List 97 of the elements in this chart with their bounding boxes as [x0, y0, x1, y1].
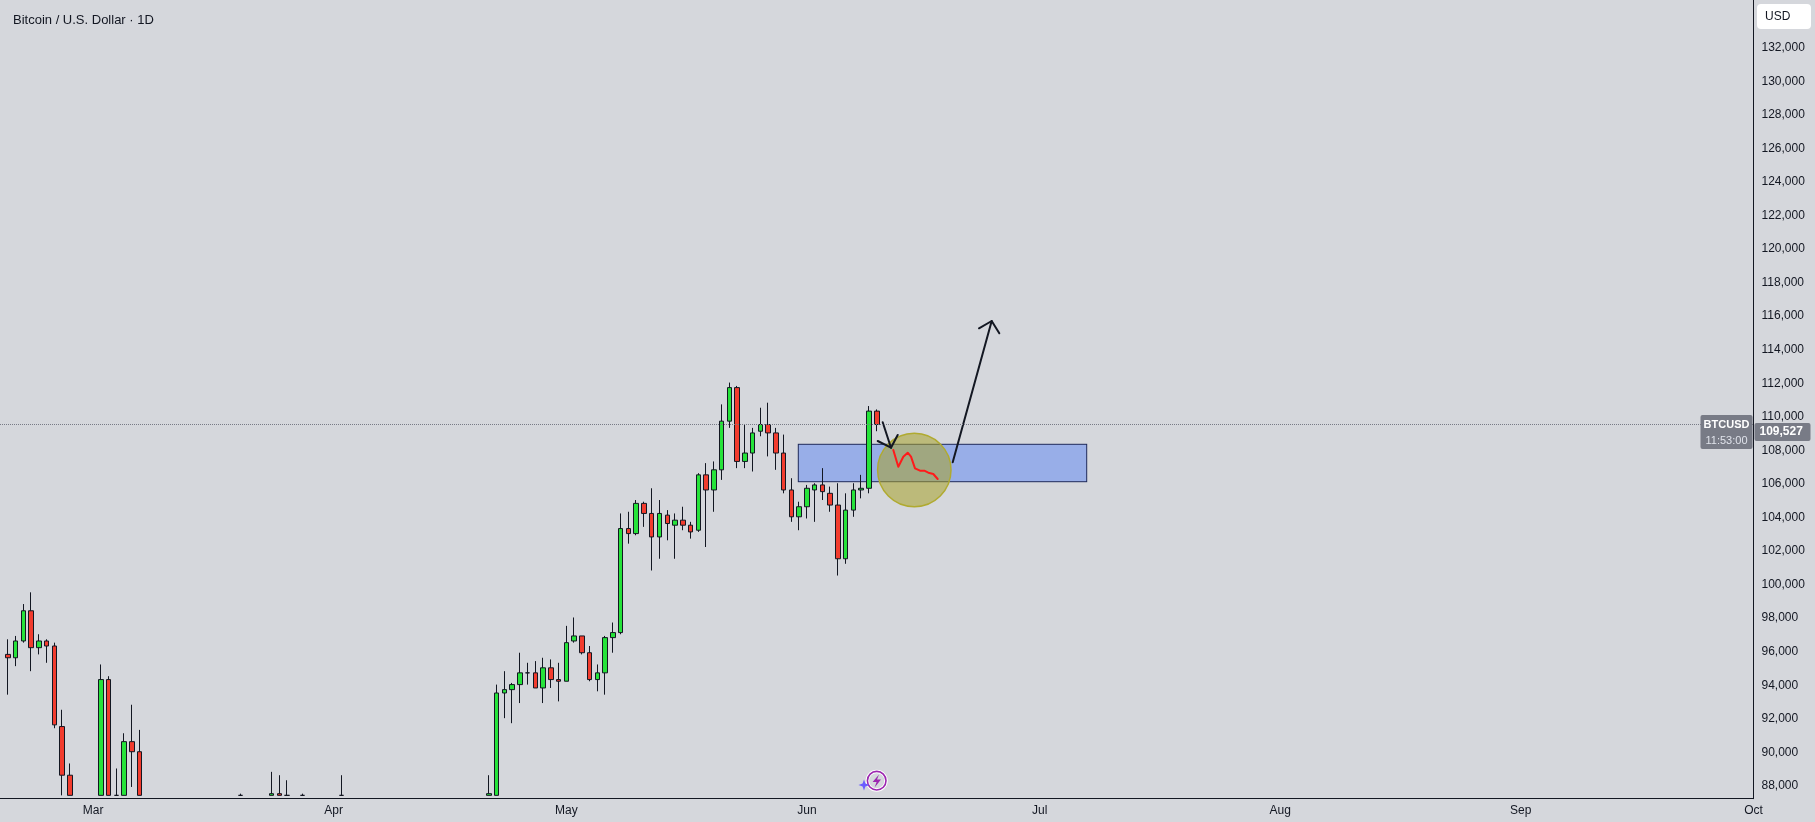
candlestick: [758, 407, 763, 437]
candlestick: [98, 663, 104, 796]
y-tick-label: 108,000: [1761, 442, 1806, 457]
candlestick: [571, 616, 577, 644]
candlestick: [587, 645, 592, 682]
candlestick: [734, 385, 740, 469]
y-tick-label: 130,000: [1761, 73, 1806, 88]
y-tick-label: 118,000: [1761, 274, 1805, 289]
candlestick: [626, 511, 631, 545]
candlestick: [672, 512, 678, 560]
candlestick: [665, 509, 670, 541]
candlestick: [633, 499, 639, 536]
x-tick-label: May: [555, 802, 578, 817]
y-tick-label: 122,000: [1761, 207, 1806, 222]
candlestick: [711, 460, 717, 513]
y-tick-label: 120,000: [1761, 241, 1806, 256]
y-tick-label: 100,000: [1761, 576, 1806, 591]
candlestick: [843, 492, 848, 565]
candlestick: [548, 658, 554, 689]
candlestick: [688, 521, 693, 540]
y-tick-label: 102,000: [1761, 543, 1806, 558]
candlestick: [269, 771, 274, 796]
candlestick: [866, 405, 872, 494]
y-tick-label: 132,000: [1761, 39, 1806, 54]
candlestick: [114, 768, 119, 796]
candlestick: [804, 484, 810, 519]
candlestick: [556, 662, 561, 702]
candlestick: [517, 652, 523, 704]
candlestick: [657, 499, 662, 560]
y-tick-label: 94,000: [1761, 677, 1799, 692]
y-tick-label: 128,000: [1761, 107, 1806, 122]
y-tick-label: 112,000: [1761, 375, 1805, 390]
candlestick: [812, 482, 817, 523]
candlestick: [773, 427, 779, 471]
candlestick: [703, 462, 709, 548]
y-tick-label: 104,000: [1761, 509, 1806, 524]
text: Bitcoin / U.S. Dollar · 1D: [13, 12, 154, 27]
candlestick: [851, 482, 856, 518]
candlestick: [277, 774, 282, 796]
candlestick: [284, 779, 290, 796]
candlestick: [641, 501, 647, 528]
candlestick: [486, 774, 492, 796]
candlestick: [579, 635, 585, 655]
x-tick-label: Sep: [1510, 802, 1532, 817]
candlestick: [533, 660, 538, 689]
candlestick: [129, 704, 135, 788]
y-tick-label: 92,000: [1761, 711, 1799, 726]
candlestick: [618, 512, 623, 635]
x-tick-label: Aug: [1269, 802, 1291, 817]
y-tick-label: 110,000: [1761, 409, 1805, 424]
y-tick-label: 124,000: [1761, 174, 1806, 189]
candlestick: [502, 670, 507, 719]
candlestick: [610, 622, 616, 654]
x-tick-label: Oct: [1744, 802, 1764, 817]
candlestick: [719, 403, 724, 481]
candlestick: [835, 482, 841, 577]
candlestick: [827, 486, 833, 513]
candlestick: [742, 424, 748, 469]
candlestick: [820, 467, 825, 501]
candlestick: [789, 477, 794, 523]
candlestick: [494, 684, 499, 796]
candlestick: [680, 506, 686, 531]
y-axis-title: USD: [1757, 4, 1811, 29]
candlestick: [750, 427, 755, 472]
y-tick-label: 106,000: [1761, 476, 1806, 491]
y-tick-label: 96,000: [1761, 644, 1799, 659]
candlestick: [137, 729, 142, 796]
y-tick-label: 114,000: [1761, 342, 1805, 357]
candlestick: [602, 635, 608, 696]
annotation: 11:53:00: [1705, 434, 1748, 447]
candlestick: [781, 434, 786, 494]
candlestick: [106, 675, 111, 796]
candlestick: [121, 732, 127, 796]
candlestick: [874, 408, 880, 432]
text: 109,527: [1759, 424, 1804, 439]
candlestick: [540, 657, 546, 704]
candlestick: [727, 382, 732, 429]
candlestick: [765, 402, 771, 457]
y-tick-label: 98,000: [1761, 610, 1799, 625]
candlestick: [509, 682, 515, 724]
candlestick: [595, 663, 600, 692]
candlestick: [339, 774, 344, 796]
candlestick: [858, 474, 864, 499]
ref-line-label: BTCUSD: [1703, 418, 1750, 431]
x-tick-label: Jun: [797, 802, 817, 817]
y-tick-label: 90,000: [1761, 744, 1799, 759]
y-tick-label: 116,000: [1761, 308, 1805, 323]
y-tick-label: 88,000: [1761, 778, 1799, 793]
candlestick: [564, 625, 569, 682]
candlestick: [696, 472, 701, 533]
y-tick-label: 126,000: [1761, 140, 1806, 155]
x-tick-label: Jul: [1032, 802, 1048, 817]
x-tick-label: Apr: [324, 802, 343, 817]
candlestick: [525, 662, 530, 686]
candlestick: [796, 501, 802, 531]
candlestick: [649, 487, 654, 571]
x-tick-label: Mar: [82, 802, 104, 817]
